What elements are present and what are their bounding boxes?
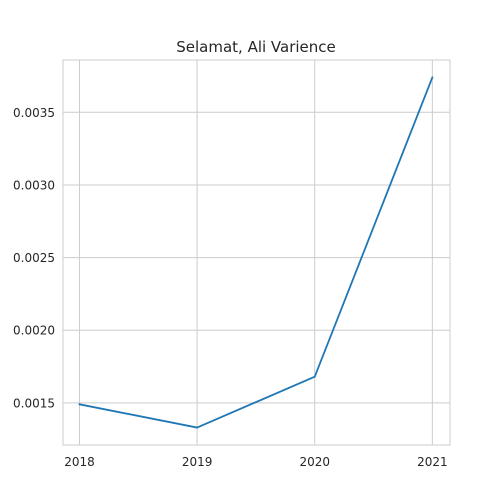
y-axis-ticks: 0.0015 0.0020 0.0025 0.0030 0.0035 bbox=[13, 106, 55, 411]
x-tick-label: 2018 bbox=[64, 455, 95, 469]
data-point bbox=[313, 375, 316, 378]
axis-frame bbox=[62, 59, 451, 446]
grid-layer bbox=[63, 60, 450, 445]
series-line bbox=[78, 76, 434, 429]
plot-frame bbox=[62, 59, 451, 446]
x-tick-label: 2019 bbox=[182, 455, 213, 469]
y-tick-label: 0.0030 bbox=[13, 178, 55, 192]
data-point bbox=[196, 426, 198, 429]
y-tick-label: 0.0015 bbox=[13, 396, 55, 410]
data-point bbox=[431, 76, 434, 79]
y-tick-label: 0.0020 bbox=[13, 324, 55, 338]
y-tick-label: 0.0035 bbox=[13, 106, 55, 120]
chart-title: Selamat, Ali Varience bbox=[176, 38, 336, 56]
x-axis-ticks: 2018 2019 2020 2021 bbox=[64, 455, 447, 469]
x-tick-label: 2021 bbox=[417, 455, 448, 469]
x-tick-label: 2020 bbox=[299, 455, 330, 469]
series-layer bbox=[78, 76, 434, 429]
y-tick-label: 0.0025 bbox=[13, 251, 55, 265]
data-point bbox=[78, 403, 81, 406]
